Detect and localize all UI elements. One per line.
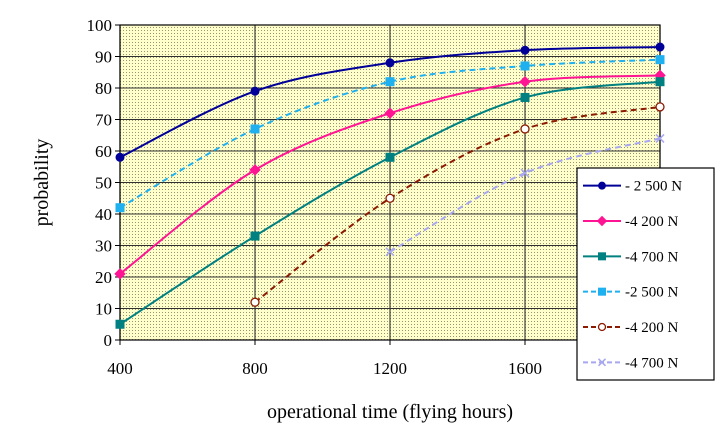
data-point	[385, 193, 395, 203]
data-point-stroke	[655, 133, 665, 143]
y-tick-label: 90	[95, 48, 112, 67]
y-tick-label: 0	[104, 331, 113, 350]
legend-label: -4 700 N	[625, 249, 678, 265]
data-point	[249, 164, 261, 176]
legend-label: -2 500 N	[625, 285, 678, 301]
data-point	[520, 124, 530, 134]
series-layer	[114, 42, 666, 329]
data-point	[655, 42, 665, 52]
data-point	[385, 247, 395, 257]
series-line	[119, 74, 661, 275]
x-tick-label: 800	[242, 359, 268, 378]
axes: 0102030405060708090100400800120016002000	[87, 16, 678, 378]
data-point	[598, 287, 606, 296]
data-point	[655, 77, 665, 87]
data-point	[520, 92, 530, 102]
y-tick-label: 20	[95, 268, 112, 287]
y-tick-label: 100	[87, 16, 113, 35]
legend-item: -4 700 N	[583, 249, 678, 265]
data-point	[385, 77, 395, 87]
data-point	[250, 231, 260, 241]
legend-item: -4 200 N	[583, 320, 678, 336]
legend-label: -4 200 N	[625, 320, 678, 336]
data-point	[655, 102, 665, 112]
series-4	[115, 55, 665, 213]
x-tick-label: 1600	[508, 359, 542, 378]
data-point	[596, 215, 608, 227]
data-point	[385, 58, 395, 68]
legend-item: -4 700 N	[583, 355, 678, 371]
legend-label: -4 200 N	[625, 214, 678, 230]
data-point	[655, 55, 665, 65]
legend-label: - 2 500 N	[625, 179, 682, 195]
data-point	[115, 203, 125, 213]
legend-label: -4 700 N	[625, 355, 678, 371]
data-point	[655, 133, 665, 143]
data-point	[250, 124, 260, 134]
data-point	[115, 152, 125, 162]
data-point	[520, 45, 530, 55]
data-point	[598, 252, 606, 261]
data-point	[250, 86, 260, 96]
series-1	[115, 42, 665, 162]
data-point	[115, 319, 125, 329]
data-point-stroke	[520, 168, 530, 178]
data-point	[250, 297, 260, 307]
data-point-stroke	[597, 358, 607, 367]
y-axis-title: probability	[31, 139, 53, 227]
legend-item: -2 500 N	[583, 285, 678, 301]
x-axis-title: operational time (flying hours)	[267, 401, 513, 423]
y-tick-label: 30	[95, 237, 112, 256]
data-point	[384, 107, 396, 119]
y-tick-label: 60	[95, 142, 112, 161]
series-6	[385, 133, 665, 257]
data-point	[520, 61, 530, 71]
y-tick-label: 70	[95, 111, 112, 130]
y-tick-label: 40	[95, 205, 112, 224]
data-point-stroke	[385, 247, 395, 257]
y-tick-label: 10	[95, 300, 112, 319]
data-point	[385, 152, 395, 162]
legend-item: -4 200 N	[583, 214, 678, 230]
y-tick-label: 50	[95, 174, 112, 193]
series-line	[389, 137, 661, 253]
y-tick-label: 80	[95, 79, 112, 98]
series-5	[250, 102, 665, 307]
legend-item: - 2 500 N	[583, 179, 682, 195]
data-point	[598, 181, 606, 190]
data-point	[597, 322, 607, 332]
x-tick-label: 400	[107, 359, 133, 378]
data-point	[114, 268, 126, 280]
data-point	[597, 358, 607, 367]
legend-box	[576, 167, 715, 381]
x-tick-label: 1200	[373, 359, 407, 378]
series-line	[254, 105, 661, 303]
data-point	[519, 75, 531, 88]
legend: - 2 500 N -4 200 N -4 700 N -2 500 N -4 200 …	[576, 167, 715, 381]
data-point	[520, 168, 530, 178]
series-3	[115, 77, 665, 329]
